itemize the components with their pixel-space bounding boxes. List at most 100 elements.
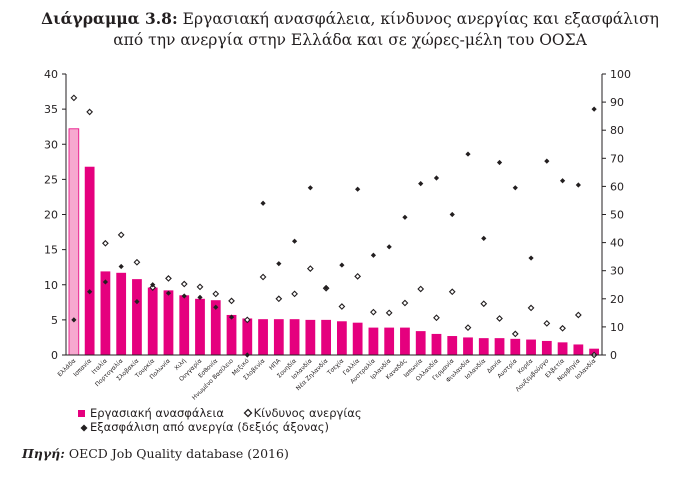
title-line-1: Διάγραμμα 3.8: Εργασιακή ανασφάλεια, κίν… bbox=[0, 8, 700, 30]
legend: Εργασιακή ανασφάλεια Κίνδυνος ανεργίας Ε… bbox=[78, 405, 638, 434]
source-note: Πηγή: OECD Job Quality database (2016) bbox=[22, 446, 289, 461]
legend-swatch-bar bbox=[78, 409, 85, 417]
bar bbox=[447, 336, 458, 355]
risk-point bbox=[401, 299, 409, 307]
bar bbox=[258, 319, 268, 355]
risk-point bbox=[559, 324, 566, 332]
insurance-point bbox=[181, 293, 187, 299]
y-right-tick-label: 50 bbox=[610, 209, 624, 222]
insurance-point bbox=[260, 200, 266, 206]
legend-label-insurance: Εξασφάλιση από ανεργία (δεξιός άξονας) bbox=[90, 420, 330, 434]
insurance-point bbox=[591, 106, 597, 112]
bar bbox=[226, 314, 237, 355]
bar bbox=[289, 319, 300, 355]
insurance-point bbox=[165, 290, 172, 296]
y-right-tick-label: 60 bbox=[610, 180, 624, 193]
legend-diamond-open-icon bbox=[243, 408, 253, 418]
insurance-point bbox=[481, 235, 487, 241]
risk-point bbox=[243, 316, 251, 324]
bar bbox=[100, 271, 111, 355]
legend-item-risk: Κίνδυνος ανεργίας bbox=[242, 406, 362, 420]
insurance-point bbox=[544, 158, 550, 164]
insurance-point bbox=[512, 185, 518, 191]
insurance-point bbox=[465, 151, 471, 157]
risk-point bbox=[480, 300, 488, 308]
bar bbox=[368, 327, 379, 355]
insurance-point bbox=[386, 244, 392, 250]
risk-point bbox=[180, 280, 188, 288]
y-right-tick-label: 100 bbox=[610, 68, 631, 81]
bar bbox=[321, 319, 332, 355]
y-left-tick-label: 20 bbox=[44, 209, 58, 222]
insurance-point bbox=[370, 252, 377, 258]
risk-point bbox=[385, 309, 393, 317]
insurance-point bbox=[102, 279, 109, 285]
risk-point bbox=[527, 304, 535, 312]
title-text-2: από την ανεργία στην Ελλάδα και σε χώρες… bbox=[113, 31, 587, 49]
risk-point bbox=[496, 315, 503, 322]
bar bbox=[494, 338, 505, 355]
source-label: Πηγή: bbox=[22, 446, 65, 461]
insurance-point bbox=[228, 314, 235, 320]
bar bbox=[273, 319, 284, 355]
risk-point bbox=[275, 295, 283, 303]
legend-item-insurance: Εξασφάλιση από ανεργία (δεξιός άξονας) bbox=[78, 420, 329, 434]
legend-item-bar: Εργασιακή ανασφάλεια bbox=[78, 406, 224, 420]
insurance-point bbox=[307, 185, 313, 191]
risk-point bbox=[133, 258, 141, 266]
risk-point bbox=[259, 273, 267, 281]
risk-point bbox=[370, 308, 377, 316]
risk-point bbox=[149, 284, 157, 291]
risk-point bbox=[354, 272, 362, 280]
y-left-tick-label: 15 bbox=[44, 244, 58, 257]
insurance-point bbox=[339, 262, 345, 268]
risk-point bbox=[574, 311, 582, 319]
insurance-point bbox=[291, 238, 298, 244]
risk-point bbox=[165, 275, 172, 282]
y-right-tick-label: 40 bbox=[610, 237, 624, 250]
y-right-tick-label: 80 bbox=[610, 124, 624, 137]
source-text: OECD Job Quality database (2016) bbox=[68, 446, 289, 461]
risk-point bbox=[196, 283, 204, 291]
bar bbox=[510, 338, 521, 355]
bar bbox=[400, 327, 410, 355]
bar bbox=[431, 333, 442, 355]
bar bbox=[384, 327, 395, 355]
insurance-point bbox=[323, 284, 329, 291]
risk-point bbox=[306, 265, 314, 272]
insurance-point bbox=[71, 317, 77, 323]
insurance-point bbox=[150, 282, 156, 288]
risk-point bbox=[291, 290, 298, 298]
bar bbox=[210, 300, 221, 355]
bar bbox=[336, 321, 347, 355]
insurance-point bbox=[134, 299, 140, 305]
chart-title: Διάγραμμα 3.8: Εργασιακή ανασφάλεια, κίν… bbox=[0, 8, 700, 51]
y-right-tick-label: 20 bbox=[610, 293, 624, 306]
y-right-tick-label: 90 bbox=[610, 96, 624, 109]
bar bbox=[541, 340, 552, 355]
risk-point bbox=[102, 239, 109, 247]
insurance-point bbox=[276, 261, 282, 267]
insurance-point bbox=[449, 211, 455, 218]
risk-point bbox=[212, 290, 220, 298]
insurance-point bbox=[528, 255, 534, 261]
risk-point bbox=[464, 324, 472, 331]
bar bbox=[557, 342, 568, 355]
risk-point bbox=[86, 108, 94, 116]
risk-point bbox=[228, 297, 235, 305]
bar bbox=[463, 337, 473, 355]
title-label: Διάγραμμα 3.8: bbox=[41, 9, 178, 28]
y-right-tick-label: 10 bbox=[610, 321, 624, 334]
bar bbox=[84, 166, 95, 355]
bar bbox=[163, 290, 174, 355]
y-left-tick-label: 40 bbox=[44, 68, 58, 81]
bar bbox=[116, 272, 127, 355]
insurance-point bbox=[575, 182, 581, 188]
insurance-point bbox=[87, 289, 93, 295]
risk-point bbox=[338, 303, 346, 310]
y-left-tick-label: 35 bbox=[44, 103, 58, 116]
y-right-tick-label: 30 bbox=[610, 265, 624, 278]
category-label: Τσεχία bbox=[325, 357, 345, 377]
risk-point bbox=[117, 231, 125, 239]
